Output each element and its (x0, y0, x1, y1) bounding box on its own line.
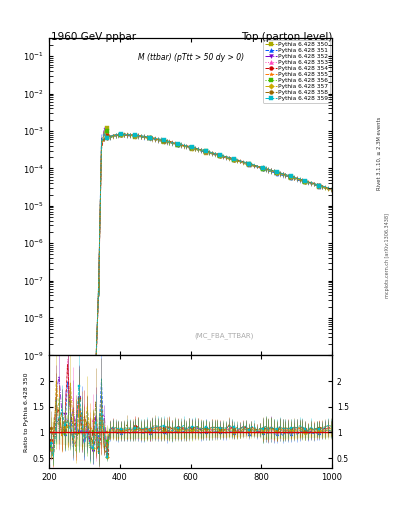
Legend: Pythia 6.428 350, Pythia 6.428 351, Pythia 6.428 352, Pythia 6.428 353, Pythia 6: Pythia 6.428 350, Pythia 6.428 351, Pyth… (263, 40, 331, 103)
Text: M (ttbar) (pTtt > 50 dy > 0): M (ttbar) (pTtt > 50 dy > 0) (138, 53, 244, 61)
Text: (MC_FBA_TTBAR): (MC_FBA_TTBAR) (195, 333, 254, 339)
Text: 1960 GeV ppbar: 1960 GeV ppbar (51, 32, 136, 42)
Y-axis label: Ratio to Pythia 6.428 350: Ratio to Pythia 6.428 350 (24, 372, 29, 452)
Text: Top (parton level): Top (parton level) (241, 32, 332, 42)
Text: mcplots.cern.ch [arXiv:1306.3438]: mcplots.cern.ch [arXiv:1306.3438] (385, 214, 389, 298)
Text: Rivet 3.1.10, ≥ 2.3M events: Rivet 3.1.10, ≥ 2.3M events (377, 117, 382, 190)
